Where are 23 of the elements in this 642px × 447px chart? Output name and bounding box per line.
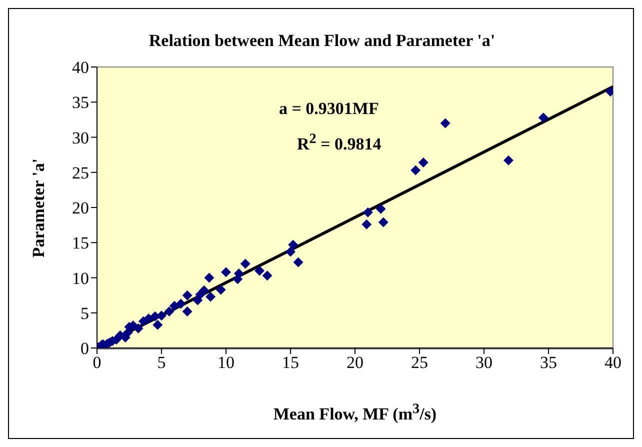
y-tick-label: 20 [72, 198, 89, 218]
x-tick-label: 10 [218, 353, 234, 372]
x-tick-label: 0 [92, 353, 102, 372]
x-tick-label: 35 [540, 353, 557, 372]
y-tick-label: 10 [72, 268, 89, 288]
y-axis-title: Parameter 'a' [29, 158, 49, 258]
y-tick-label: 15 [72, 234, 89, 253]
x-tick-label: 20 [346, 353, 364, 372]
x-tick-label: 15 [282, 353, 299, 372]
x-tick-label: 40 [604, 353, 622, 372]
chart-title: Relation between Mean Flow and Parameter 'a' [148, 31, 496, 51]
y-tick-label: 5 [80, 304, 89, 323]
x-tick-label: 25 [411, 353, 428, 372]
y-tick-label: 0 [80, 339, 89, 358]
x-tick-label: 5 [157, 353, 166, 372]
y-tick-label: 25 [72, 163, 89, 182]
annotation: R$^{2}$ = 0.9814 [297, 131, 382, 155]
x-tick-label: 30 [476, 353, 492, 372]
y-tick-label: 35 [72, 93, 89, 112]
y-tick-label: 40 [72, 58, 89, 78]
x-axis-title: Mean Flow, MF (m$^{3}$/s) [272, 401, 438, 425]
annotation: a = 0.9301MF [279, 99, 379, 119]
y-tick-label: 30 [72, 128, 89, 148]
